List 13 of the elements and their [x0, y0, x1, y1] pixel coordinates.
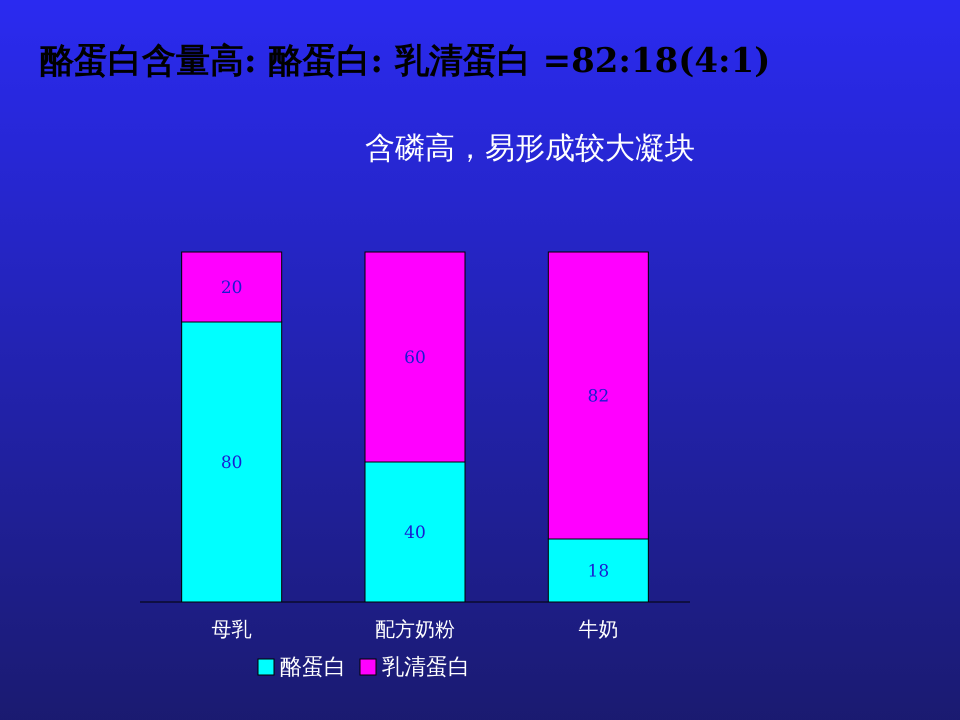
x-tick-label: 牛奶 [578, 617, 618, 641]
data-label: 20 [220, 278, 242, 298]
data-label: 18 [588, 562, 610, 582]
legend-label: 酪蛋白 [280, 655, 346, 680]
legend-label: 乳清蛋白 [382, 655, 470, 680]
chart-title: 酪蛋白含量高: 酪蛋白: 乳清蛋白 =82:18(4:1) [40, 41, 770, 81]
chart-subtitle: 含磷高，易形成较大凝块 [365, 131, 695, 166]
data-label: 40 [404, 523, 426, 543]
x-tick-label: 母乳 [212, 617, 252, 641]
x-tick-label: 配方奶粉 [375, 617, 455, 641]
data-label: 82 [588, 386, 610, 406]
data-label: 60 [404, 348, 426, 368]
data-label: 80 [220, 453, 242, 473]
